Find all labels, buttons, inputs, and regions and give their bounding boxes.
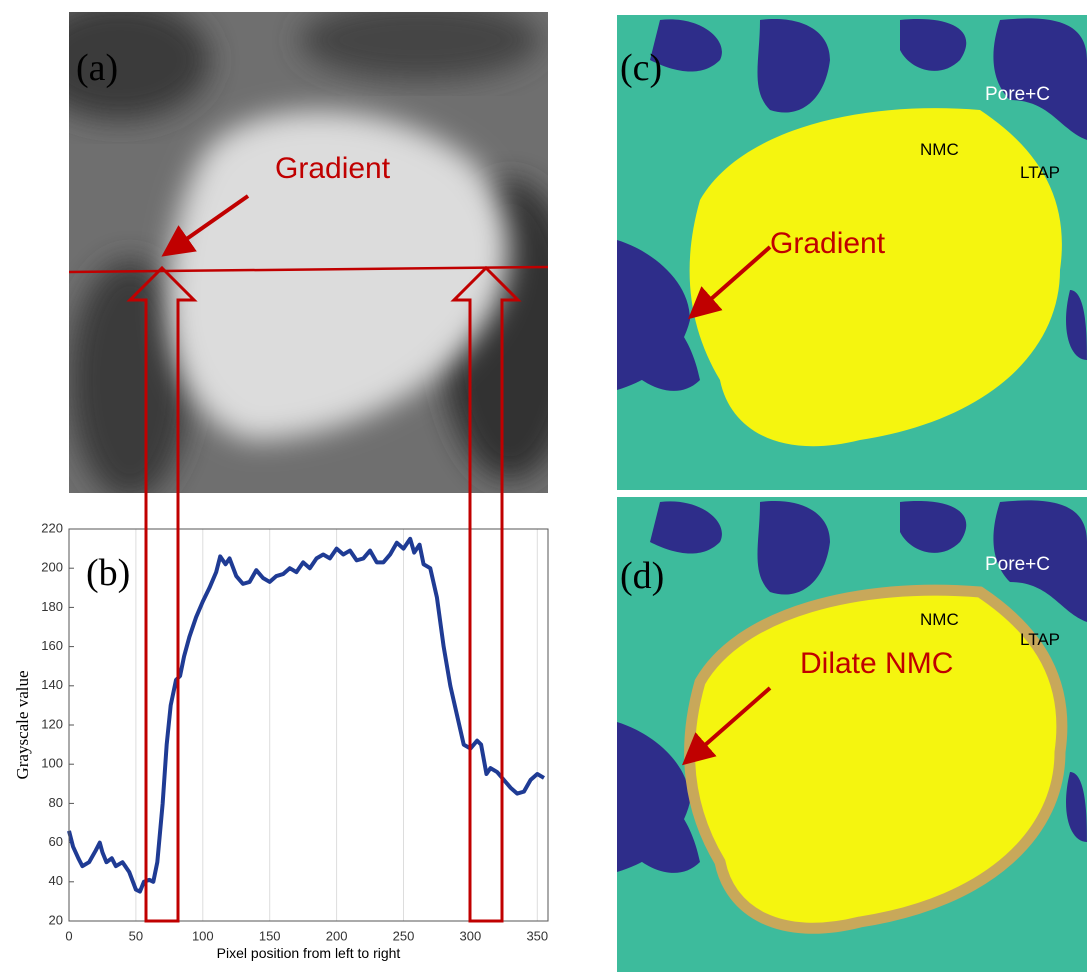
panel-label: (c) bbox=[620, 47, 662, 89]
annotation: Dilate NMC bbox=[800, 647, 953, 680]
x-tick-label: 150 bbox=[259, 928, 281, 943]
phase-label: NMC bbox=[920, 140, 959, 159]
x-tick-label: 100 bbox=[192, 928, 214, 943]
y-tick-label: 80 bbox=[49, 795, 63, 810]
annotation: Gradient bbox=[275, 152, 391, 185]
phase-label: LTAP bbox=[1020, 630, 1060, 649]
y-tick-label: 60 bbox=[49, 834, 63, 849]
panel-label: (b) bbox=[86, 552, 130, 594]
x-tick-label: 0 bbox=[65, 928, 72, 943]
y-tick-label: 40 bbox=[49, 873, 63, 888]
y-tick-label: 100 bbox=[41, 756, 63, 771]
phase-label: NMC bbox=[920, 610, 959, 629]
x-tick-label: 250 bbox=[393, 928, 415, 943]
y-tick-label: 160 bbox=[41, 638, 63, 653]
panel-label: (d) bbox=[620, 555, 664, 597]
figure: (a) Gradient (c) Pore+C NMC LTAP Gradien… bbox=[0, 0, 1087, 972]
annotation: Gradient bbox=[770, 227, 886, 260]
phase-label: LTAP bbox=[1020, 163, 1060, 182]
y-tick-label: 140 bbox=[41, 677, 63, 692]
y-tick-label: 20 bbox=[49, 912, 63, 927]
x-tick-label: 200 bbox=[326, 928, 348, 943]
plot-area bbox=[69, 529, 548, 921]
x-tick-label: 350 bbox=[526, 928, 548, 943]
panel-label: (a) bbox=[76, 47, 118, 89]
y-tick-label: 200 bbox=[41, 560, 63, 575]
x-tick-label: 300 bbox=[460, 928, 482, 943]
phase-label: Pore+C bbox=[985, 84, 1050, 105]
x-axis-label: Pixel position from left to right bbox=[217, 945, 401, 961]
y-axis-label: Grayscale value bbox=[13, 670, 32, 779]
phase-label: Pore+C bbox=[985, 554, 1050, 575]
x-tick-label: 50 bbox=[129, 928, 143, 943]
y-tick-label: 220 bbox=[41, 520, 63, 535]
y-tick-label: 120 bbox=[41, 716, 63, 731]
y-tick-label: 180 bbox=[41, 599, 63, 614]
